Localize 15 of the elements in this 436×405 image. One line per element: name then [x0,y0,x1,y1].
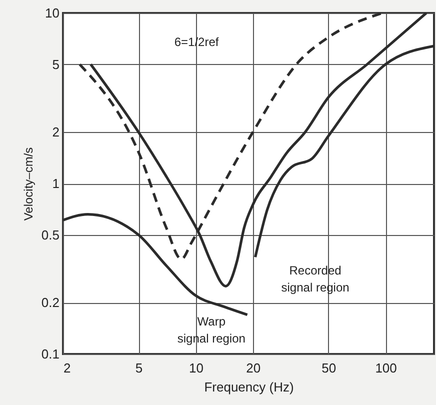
x-tick-label: 50 [322,360,336,376]
y-tick-label: 1 [52,176,60,191]
y-tick-label: 10 [45,6,60,20]
y-tick-label: 0.1 [41,346,60,362]
x-tick-label: 20 [246,360,261,376]
x-tick-label: 10 [188,360,204,376]
y-tick-label: 5 [52,56,60,72]
x-axis-title: Frequency (Hz) [204,380,294,394]
y-tick-label: 0.5 [41,227,60,242]
x-tick-label: 100 [375,360,397,376]
y-tick-label: 2 [52,124,60,140]
y-tick-label: 0.2 [41,295,60,310]
x-tick-label: 5 [135,360,143,376]
x-tick-label: 2 [64,360,71,376]
y-axis-title: Velocity–cm/s [21,147,36,221]
